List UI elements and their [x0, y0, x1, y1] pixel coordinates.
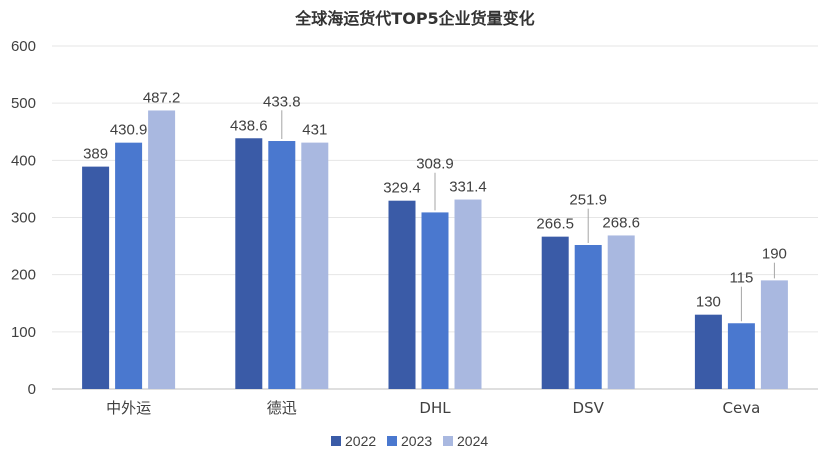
category-label: 中外运	[106, 399, 151, 417]
data-label: 389	[83, 146, 108, 163]
legend: 2022 2023 2024	[331, 433, 488, 449]
data-label: 308.9	[416, 156, 454, 173]
bar	[235, 138, 263, 389]
bar	[421, 212, 449, 389]
data-label: 266.5	[536, 216, 574, 233]
y-axis-ticks: 0 100 200 300 400 500 600	[11, 38, 36, 398]
bar	[694, 314, 722, 389]
bar	[760, 280, 788, 389]
bar	[607, 235, 635, 389]
legend-label: 2024	[457, 433, 488, 449]
data-label: 331.4	[449, 179, 487, 196]
legend-label: 2022	[345, 433, 376, 449]
data-label: 190	[762, 246, 787, 263]
x-axis-categories: 中外运 德迅 DHL DSV Ceva	[106, 399, 760, 417]
data-label: 487.2	[143, 89, 181, 106]
bar	[82, 166, 110, 389]
data-label: 431	[302, 122, 327, 139]
y-tick-label: 400	[11, 152, 36, 169]
bar	[388, 200, 416, 389]
legend-swatch	[331, 436, 341, 446]
bar	[148, 110, 176, 389]
legend-swatch	[443, 436, 453, 446]
y-tick-label: 300	[11, 210, 36, 227]
bars	[82, 110, 788, 389]
bar	[541, 236, 569, 389]
category-label: DHL	[419, 399, 451, 417]
legend-label: 2023	[401, 433, 432, 449]
bar	[574, 244, 602, 389]
data-label: 130	[696, 294, 721, 311]
data-label: 268.6	[602, 214, 640, 231]
data-label: 438.6	[230, 117, 268, 134]
y-tick-label: 200	[11, 267, 36, 284]
category-label: 德迅	[267, 399, 297, 417]
category-label: Ceva	[723, 399, 761, 417]
chart-title: 全球海运货代TOP5企业货量变化	[294, 9, 534, 28]
bar	[301, 142, 329, 389]
bar	[454, 199, 482, 389]
legend-swatch	[387, 436, 397, 446]
y-tick-label: 600	[11, 38, 36, 55]
y-tick-label: 0	[28, 381, 36, 398]
y-tick-label: 100	[11, 324, 36, 341]
category-label: DSV	[573, 399, 605, 417]
y-tick-label: 500	[11, 95, 36, 112]
bar	[727, 323, 755, 389]
bar	[115, 142, 143, 389]
data-label: 329.4	[383, 180, 421, 197]
data-label: 251.9	[569, 192, 607, 209]
data-label: 115	[729, 270, 753, 287]
bar	[268, 141, 296, 389]
data-label: 430.9	[110, 122, 148, 139]
data-label: 433.8	[263, 93, 301, 110]
